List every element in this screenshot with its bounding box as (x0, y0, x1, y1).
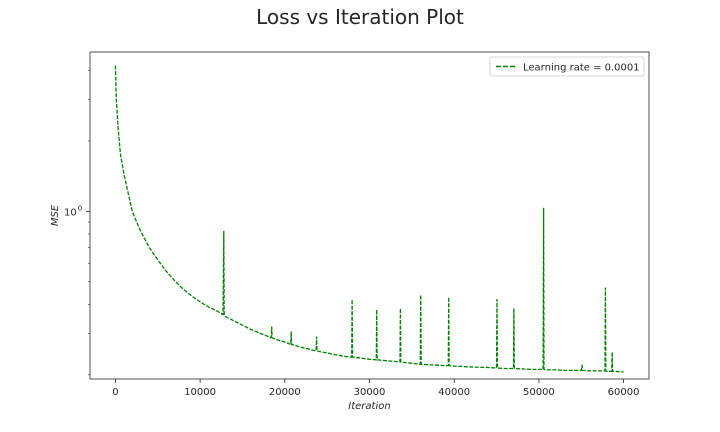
y-tick-label: 100 (64, 204, 82, 218)
y-axis-label: MSE (50, 204, 61, 226)
legend-entry: Learning rate = 0.0001 (523, 63, 640, 74)
x-tick-label: 60000 (608, 387, 640, 398)
legend: Learning rate = 0.0001 (489, 56, 645, 77)
x-tick-label: 20000 (269, 387, 301, 398)
series-line-0 (114, 65, 624, 373)
plot-frame (89, 51, 650, 380)
series-layer (114, 65, 624, 373)
x-axis-label: Iteration (348, 401, 390, 412)
x-tick-label: 0 (112, 387, 118, 398)
x-tick-label: 40000 (438, 387, 470, 398)
chart-title: Loss vs Iteration Plot (256, 5, 464, 29)
x-tick-label: 30000 (354, 387, 386, 398)
x-tick-label: 50000 (523, 387, 555, 398)
x-axis-ticks: 0 10000 20000 30000 40000 50000 60000 (112, 379, 639, 398)
y-axis-ticks: 100 (64, 70, 90, 376)
legend-box (489, 56, 645, 77)
x-tick-label: 10000 (184, 387, 216, 398)
